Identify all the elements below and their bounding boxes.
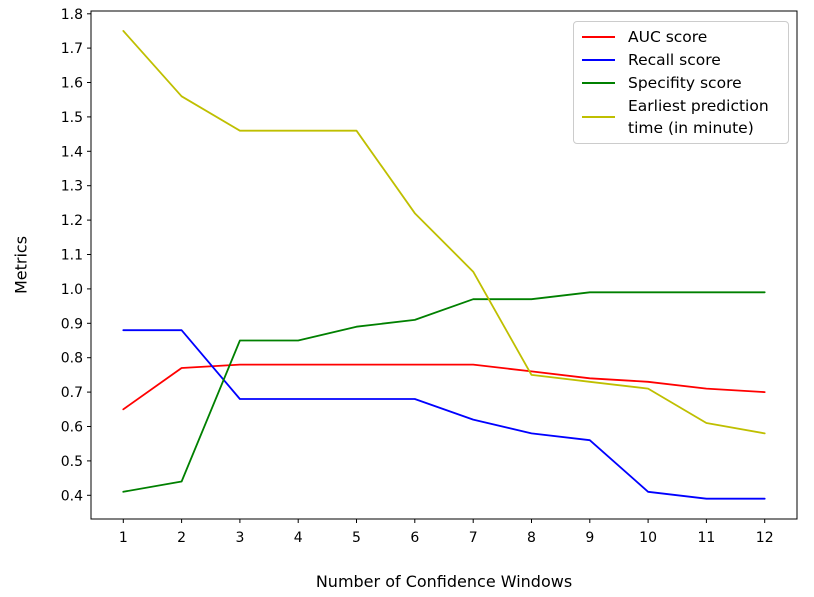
x-tick-label: 11 bbox=[697, 530, 715, 546]
plot-frame bbox=[90, 10, 798, 520]
auc-line-sample-icon bbox=[582, 36, 615, 39]
series-line-specifity-score bbox=[122, 291, 766, 493]
legend-label-specifity: Specifity score bbox=[628, 73, 742, 92]
y-tick-label: 1.8 bbox=[61, 7, 83, 23]
y-tick-label: 1.7 bbox=[61, 41, 83, 57]
x-tick-label: 1 bbox=[119, 530, 128, 546]
series-line-auc-score bbox=[122, 363, 766, 411]
x-tick-label: 6 bbox=[410, 530, 419, 546]
recall-line-sample-icon bbox=[582, 59, 615, 62]
y-tick-label: 1.2 bbox=[61, 213, 83, 229]
x-tick-label: 2 bbox=[177, 530, 186, 546]
earliest-prediction-line-sample-icon bbox=[582, 115, 615, 118]
y-tick-label: 0.4 bbox=[61, 488, 83, 504]
y-tick-label: 0.5 bbox=[61, 454, 83, 470]
x-tick-label: 12 bbox=[756, 530, 774, 546]
y-tick-label: 0.9 bbox=[61, 316, 83, 332]
specifity-line-sample-icon bbox=[582, 81, 615, 84]
x-tick-label: 8 bbox=[527, 530, 536, 546]
series-line-recall-score bbox=[122, 329, 766, 500]
x-tick-label: 5 bbox=[352, 530, 361, 546]
x-tick-label: 7 bbox=[469, 530, 478, 546]
legend-label-recall: Recall score bbox=[628, 51, 721, 70]
y-tick-label: 1.6 bbox=[61, 76, 83, 92]
y-tick-label: 1.3 bbox=[61, 179, 83, 195]
x-tick-label: 3 bbox=[235, 530, 244, 546]
y-tick-label: 1.0 bbox=[61, 282, 83, 298]
x-axis-label: Number of Confidence Windows bbox=[315, 572, 573, 591]
series-line-earliest-prediction-time bbox=[122, 29, 766, 435]
legend-entry-earliest-prediction-time: Earliest prediction time (in minute) bbox=[582, 95, 780, 139]
legend-label-earliest-prediction-time: Earliest prediction time (in minute) bbox=[628, 96, 769, 137]
x-tick-label: 9 bbox=[585, 530, 594, 546]
y-tick-label: 0.7 bbox=[61, 385, 83, 401]
y-tick-label: 0.8 bbox=[61, 351, 83, 367]
y-axis-label: Metrics bbox=[11, 235, 31, 295]
legend-entry-auc: AUC score bbox=[582, 26, 780, 48]
y-tick-label: 1.4 bbox=[61, 144, 83, 160]
legend: AUC score Recall score Specifity score E… bbox=[573, 21, 789, 144]
y-tick-label: 1.1 bbox=[61, 248, 83, 264]
legend-entry-recall: Recall score bbox=[582, 49, 780, 71]
x-tick-label: 4 bbox=[294, 530, 303, 546]
legend-label-auc: AUC score bbox=[628, 28, 708, 47]
x-tick-label: 10 bbox=[639, 530, 657, 546]
y-tick-label: 1.5 bbox=[61, 110, 83, 126]
legend-entry-specifity: Specifity score bbox=[582, 72, 780, 94]
y-tick-label: 0.6 bbox=[61, 420, 83, 436]
